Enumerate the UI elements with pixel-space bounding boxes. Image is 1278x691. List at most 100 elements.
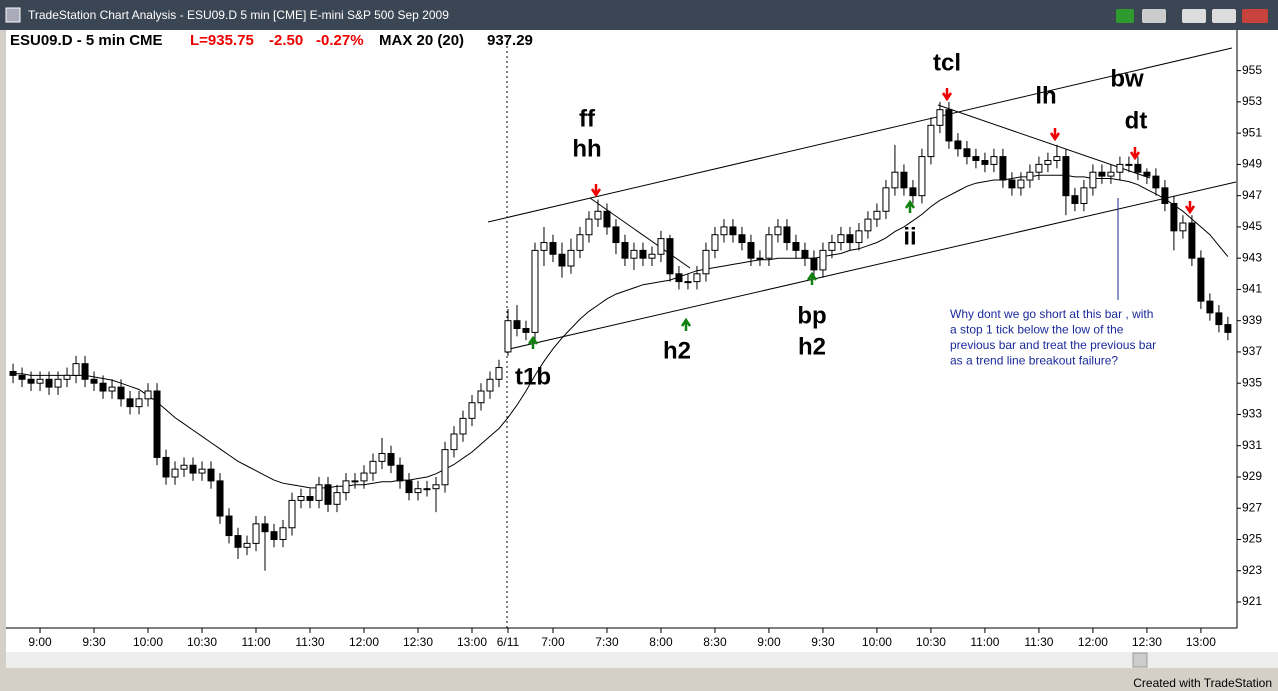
up-arrow xyxy=(680,317,692,331)
candle-body xyxy=(1215,312,1223,326)
up-arrow xyxy=(904,199,916,213)
candle-body xyxy=(774,226,782,236)
candle-body xyxy=(783,226,791,244)
candle-body xyxy=(1071,195,1079,204)
candle-body xyxy=(927,124,935,158)
candle-body xyxy=(135,398,143,408)
candle-body xyxy=(252,523,260,544)
candle-body xyxy=(540,242,548,251)
candle-body xyxy=(468,402,476,419)
candle-body xyxy=(882,187,890,212)
candle-body xyxy=(1161,187,1169,204)
x-tick-label: 9:30 xyxy=(82,635,106,649)
x-tick-label: 8:00 xyxy=(649,635,673,649)
window-title: TradeStation Chart Analysis - ESU09.D 5 … xyxy=(28,8,449,22)
y-tick-label: 941 xyxy=(1242,282,1262,296)
candle-body xyxy=(801,249,809,259)
candle-body xyxy=(441,449,449,486)
candle-body xyxy=(1170,202,1178,232)
candle-body xyxy=(450,433,458,451)
annotation: lh xyxy=(1035,82,1056,109)
close-button[interactable] xyxy=(1242,9,1268,23)
candle-body xyxy=(720,226,728,236)
scroll-thumb[interactable] xyxy=(1132,652,1148,668)
candle-body xyxy=(333,492,341,505)
candle-body xyxy=(279,527,287,540)
candle-body xyxy=(756,257,764,260)
candle-body xyxy=(1026,171,1034,181)
y-tick-label: 933 xyxy=(1242,407,1262,421)
down-arrow xyxy=(1184,201,1196,215)
candle-body xyxy=(1179,222,1187,232)
annotation: dt xyxy=(1125,107,1148,134)
candle-body xyxy=(126,398,134,408)
candle-body xyxy=(54,378,62,388)
x-tick-label: 9:00 xyxy=(28,635,52,649)
candle-body xyxy=(963,148,971,158)
candle-body xyxy=(369,460,377,474)
note-text: a stop 1 tick below the low of the xyxy=(950,323,1124,337)
candle-body xyxy=(315,484,323,501)
candle-body xyxy=(1008,179,1016,189)
candle-body xyxy=(1035,163,1043,173)
down-arrow xyxy=(1129,147,1141,161)
scrollbar[interactable] xyxy=(6,652,1278,668)
candle-body xyxy=(792,242,800,251)
candle-body xyxy=(1125,163,1133,166)
candle-body xyxy=(99,382,107,392)
y-tick-label: 943 xyxy=(1242,250,1262,264)
candle-body xyxy=(216,480,224,517)
x-tick-label: 13:00 xyxy=(457,635,487,649)
candle-body xyxy=(486,378,494,392)
minimize-button[interactable] xyxy=(1182,9,1206,23)
annotation: ii xyxy=(903,223,916,250)
menu-button[interactable] xyxy=(1142,9,1166,23)
candle-body xyxy=(1053,156,1061,161)
moving-average xyxy=(13,174,1229,489)
y-tick-label: 949 xyxy=(1242,157,1262,171)
candle-body xyxy=(324,484,332,505)
lower-channel xyxy=(504,181,1237,351)
candle-body xyxy=(648,253,656,259)
annotation: bp xyxy=(797,302,826,329)
candle-body xyxy=(504,320,512,353)
x-tick-label: 8:30 xyxy=(703,635,727,649)
symbol-label: ESU09.D - 5 min CME xyxy=(10,32,163,49)
y-tick-label: 931 xyxy=(1242,438,1262,452)
candle-body xyxy=(972,156,980,161)
annotation: hh xyxy=(572,135,601,162)
candle-body xyxy=(873,210,881,220)
y-tick-label: 939 xyxy=(1242,313,1262,327)
x-tick-label: 11:00 xyxy=(970,635,999,649)
candle-body xyxy=(405,480,413,494)
candle-body xyxy=(990,156,998,165)
candle-body xyxy=(459,417,467,435)
status-button[interactable] xyxy=(1116,9,1134,23)
swing-line xyxy=(937,104,1151,179)
candle-body xyxy=(171,468,179,478)
candle-body xyxy=(189,464,197,474)
x-tick-label: 11:30 xyxy=(295,635,324,649)
y-tick-label: 955 xyxy=(1242,63,1262,77)
candle-body xyxy=(1017,179,1025,189)
y-tick-label: 953 xyxy=(1242,94,1262,108)
annotation: tcl xyxy=(933,49,961,76)
candle-body xyxy=(207,468,215,482)
indicator-value: 937.29 xyxy=(487,32,533,49)
candle-body xyxy=(1152,175,1160,189)
candle-body xyxy=(90,378,98,384)
change-pct: -0.27% xyxy=(316,32,364,49)
candle-body xyxy=(630,249,638,259)
candle-body xyxy=(1143,171,1151,177)
candle-body xyxy=(954,140,962,150)
candle-body xyxy=(360,472,368,482)
annotation: h2 xyxy=(663,337,691,364)
candle-body xyxy=(891,171,899,189)
maximize-button[interactable] xyxy=(1212,9,1236,23)
x-tick-label: 13:00 xyxy=(1186,635,1216,649)
candle-body xyxy=(1224,324,1232,333)
candle-body xyxy=(747,242,755,259)
candle-body xyxy=(36,378,44,384)
candle-body xyxy=(639,249,647,259)
